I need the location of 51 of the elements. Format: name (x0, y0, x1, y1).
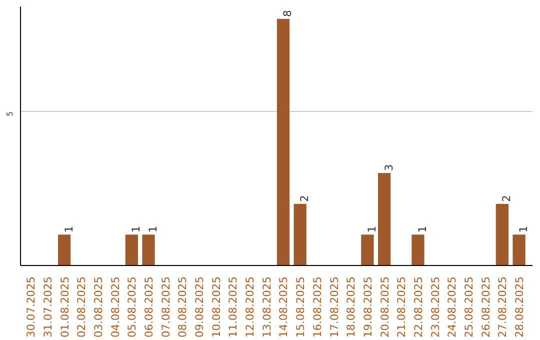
x-tick-label: 26.08.2025 (479, 276, 492, 338)
x-tick-label: 11.08.2025 (226, 276, 240, 338)
x-tick-label: 12.08.2025 (244, 276, 257, 338)
x-tick-label: 18.08.2025 (344, 276, 358, 338)
bar (276, 18, 290, 266)
x-tick-label: 17.08.2025 (328, 276, 341, 338)
x-tick-label: 22.08.2025 (412, 276, 425, 338)
bar (142, 234, 155, 266)
x-tick-label: 16.08.2025 (310, 276, 324, 338)
x-tick-label: 24.08.2025 (446, 276, 459, 338)
bar (496, 204, 508, 266)
data-label: 1 (62, 226, 76, 233)
bar (378, 173, 391, 266)
x-tick-label: 10.08.2025 (210, 276, 223, 338)
x-tick-label: 20.08.2025 (378, 276, 392, 338)
data-label: 8 (281, 10, 294, 17)
data-label: 1 (130, 226, 143, 233)
data-label: 2 (500, 195, 514, 202)
x-tick-label: 19.08.2025 (361, 276, 374, 338)
x-tick-label: 25.08.2025 (462, 276, 476, 338)
x-tick-label: 04.08.2025 (108, 276, 122, 338)
bar (361, 234, 374, 266)
x-tick-label: 08.08.2025 (176, 276, 190, 338)
x-tick-label: 07.08.2025 (159, 276, 172, 338)
data-label: 1 (146, 226, 160, 233)
x-tick-label: 27.08.2025 (496, 276, 510, 338)
bar (512, 234, 526, 266)
data-label: 1 (517, 226, 530, 233)
x-tick-label: 15.08.2025 (294, 276, 308, 338)
x-tick-label: 21.08.2025 (395, 276, 408, 338)
x-tick-label: 31.07.2025 (41, 276, 54, 338)
data-label: 3 (382, 164, 396, 171)
x-tick-label: 06.08.2025 (142, 276, 156, 338)
x-tick-label: 28.08.2025 (513, 276, 526, 338)
x-tick-label: 03.08.2025 (92, 276, 105, 338)
x-tick-label: 02.08.2025 (75, 276, 88, 338)
x-tick-label: 23.08.2025 (428, 276, 442, 338)
bar (412, 234, 424, 266)
data-label: 2 (298, 195, 312, 202)
x-tick-label: 14.08.2025 (277, 276, 290, 338)
data-label: 1 (365, 226, 378, 233)
y-tick-label: 5 (6, 111, 14, 116)
x-tick-label: 30.07.2025 (24, 276, 38, 338)
x-tick-label: 05.08.2025 (126, 276, 139, 338)
bar (125, 234, 138, 266)
x-tick-label: 01.08.2025 (58, 276, 72, 338)
bar (58, 234, 71, 266)
x-tick-label: 13.08.2025 (260, 276, 274, 338)
bar (294, 204, 306, 266)
x-tick-label: 09.08.2025 (193, 276, 206, 338)
data-label: 1 (416, 226, 429, 233)
